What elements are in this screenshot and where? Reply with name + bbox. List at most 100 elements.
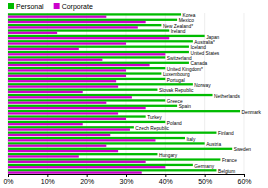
bar: [8, 59, 102, 61]
category-label: Spain: [179, 104, 192, 109]
x-tick-label: 30%: [119, 178, 133, 185]
category-label: Norway: [194, 83, 211, 88]
category-label: Luxembourg: [163, 72, 190, 77]
bar: [8, 107, 146, 109]
legend-label: Corporate: [62, 3, 93, 11]
bar: [8, 53, 165, 55]
category-label: Greece: [167, 99, 183, 104]
category-label: United States: [190, 51, 219, 56]
bar: [8, 94, 213, 96]
x-tick-label: 20%: [80, 178, 94, 185]
bar: [8, 67, 165, 69]
bar: [8, 137, 185, 139]
category-label: Mexico: [179, 18, 195, 23]
bar: [8, 123, 83, 125]
bar: [8, 51, 189, 53]
x-tick-mark: [47, 174, 48, 177]
x-tick-label: 50%: [198, 178, 212, 185]
bar: [8, 40, 193, 42]
bar: [8, 158, 220, 160]
bar: [8, 24, 161, 26]
category-label: New Zealand*: [163, 24, 193, 29]
bar: [8, 96, 132, 98]
x-tick-mark: [8, 174, 9, 177]
bar: [8, 32, 57, 34]
bar: [8, 85, 118, 87]
category-label: Austria: [206, 142, 221, 147]
bar: [8, 56, 165, 58]
legend-label: Personal: [16, 3, 44, 10]
bar: [8, 26, 138, 28]
bar: [8, 62, 189, 64]
bar: [8, 89, 157, 91]
bars: [8, 13, 240, 173]
bar: [8, 121, 165, 123]
bar: [8, 128, 130, 130]
bar: [8, 80, 116, 82]
chart: 0% 10% 20% 30% 40% 50% 60% KoreaMexicoNew Zeala…: [0, 0, 268, 188]
bar: [8, 171, 142, 173]
bar: [8, 112, 118, 114]
legend-swatch: [8, 3, 14, 9]
bar: [8, 42, 126, 44]
bar: [8, 150, 118, 152]
bar: [8, 148, 232, 150]
category-label: Finland: [218, 131, 234, 136]
series-bars: [8, 16, 169, 174]
category-label: Korea: [183, 13, 196, 18]
bar: [8, 164, 193, 166]
bar: [8, 118, 126, 120]
bar: [8, 64, 150, 66]
bar: [8, 48, 79, 50]
category-label: Germany: [194, 164, 214, 169]
category-label: Poland: [167, 121, 182, 126]
bar: [8, 110, 240, 112]
x-tick-label: 60%: [237, 178, 251, 185]
category-label: Czech Republic: [135, 126, 169, 131]
x-tick-mark: [205, 174, 206, 177]
bar: [8, 16, 106, 18]
bar: [8, 19, 177, 21]
legend-swatch: [54, 3, 60, 9]
category-label: Hungary: [159, 153, 178, 158]
bar: [8, 69, 126, 71]
category-label: Switzerland: [167, 56, 192, 61]
bar: [8, 83, 193, 85]
x-tick-label: 10%: [41, 178, 55, 185]
bar: [8, 132, 216, 134]
category-label: Turkey: [147, 115, 162, 120]
bar: [8, 75, 126, 77]
x-tick: 30%: [119, 174, 133, 185]
bar: [8, 155, 79, 157]
x-tick: 10%: [41, 174, 55, 185]
x-tick-mark: [87, 174, 88, 177]
bar: [8, 78, 165, 80]
x-tick-mark: [126, 174, 127, 177]
bar: [8, 46, 189, 48]
x-tick-mark: [244, 174, 245, 177]
bar: [8, 13, 181, 15]
category-labels: KoreaMexicoNew Zealand*IrelandJapanAustr…: [135, 13, 261, 174]
bar: [8, 29, 169, 31]
x-tick: 60%: [237, 174, 251, 185]
x-tick: 50%: [198, 174, 212, 185]
x-tick-mark: [165, 174, 166, 177]
bar: [8, 21, 146, 23]
bar: [8, 37, 169, 39]
bar: [8, 105, 177, 107]
category-label: Portugal: [167, 78, 185, 83]
bar: [8, 166, 165, 168]
series-bars: [8, 13, 240, 171]
bar: [8, 102, 106, 104]
x-tick: 40%: [159, 174, 173, 185]
bar: [8, 115, 146, 117]
x-tick: 0%: [3, 174, 13, 185]
category-label: Italy: [187, 137, 196, 142]
x-axis: 0% 10% 20% 30% 40% 50% 60%: [3, 174, 251, 185]
category-label: Australia*: [194, 40, 215, 45]
bar: [8, 134, 110, 136]
category-label: Ireland: [171, 29, 186, 34]
legend-item: Personal: [8, 3, 44, 10]
bar: [8, 126, 134, 128]
bar: [8, 145, 106, 147]
